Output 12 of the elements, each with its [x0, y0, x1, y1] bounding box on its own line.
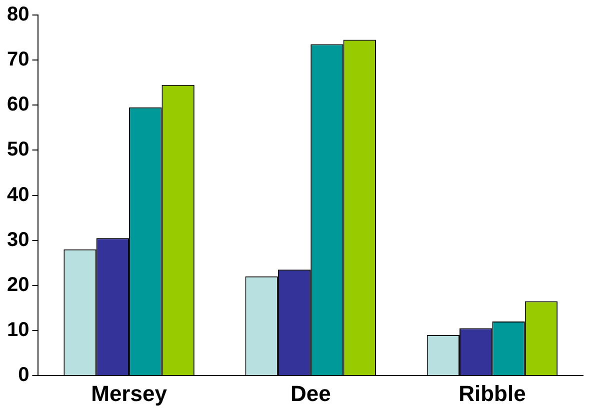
y-tick-label: 80: [6, 4, 30, 26]
y-tick-label: 30: [6, 228, 30, 251]
y-tick-label: 20: [6, 274, 30, 296]
y-tick-label: 40: [6, 184, 30, 206]
y-tick-label: 10: [6, 319, 30, 342]
x-tick-label: Ribble: [458, 380, 526, 406]
y-tick-label: 0: [18, 364, 30, 386]
x-tick-label: Dee: [290, 380, 331, 406]
y-tick-label: 60: [6, 94, 30, 116]
x-tick-label: Mersey: [91, 380, 168, 406]
y-tick-label: 50: [6, 138, 30, 161]
y-tick-label: 70: [6, 48, 30, 71]
